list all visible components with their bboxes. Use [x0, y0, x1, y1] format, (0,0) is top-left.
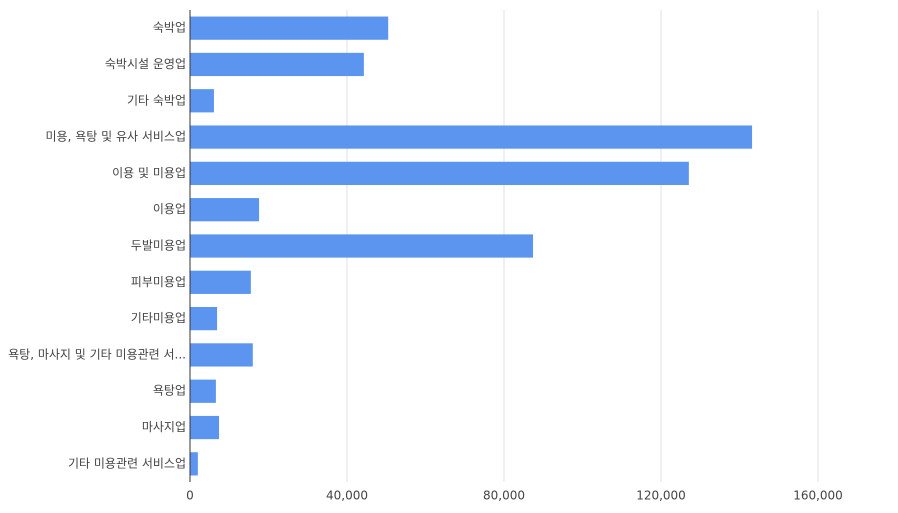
x-tick-label: 160,000	[793, 489, 843, 503]
bar	[190, 415, 220, 440]
bar	[190, 452, 198, 476]
y-tick-label: 이용업	[153, 202, 186, 216]
y-tick-label: 숙박업	[153, 21, 186, 35]
bar	[190, 234, 534, 258]
y-tick-label: 욕탕업	[153, 384, 186, 398]
x-tick-label: 40,000	[326, 489, 368, 503]
bar	[190, 52, 364, 77]
bar	[190, 89, 214, 113]
bar	[190, 270, 251, 294]
x-tick-label: 80,000	[483, 489, 525, 503]
y-tick-label: 이용 및 미용업	[112, 166, 186, 180]
y-tick-label: 마사지업	[142, 420, 186, 434]
bar	[190, 198, 260, 222]
bar	[190, 161, 689, 186]
x-tick-label: 120,000	[636, 489, 686, 503]
y-tick-label: 기타 숙박업	[127, 93, 186, 107]
y-tick-label: 욕탕, 마사지 및 기타 미용관련 서...	[8, 347, 186, 361]
y-tick-label: 기타미용업	[131, 311, 186, 325]
bar	[190, 343, 253, 367]
bar	[190, 306, 218, 331]
y-tick-label: 미용, 욕탕 및 유사 서비스업	[45, 130, 186, 144]
y-tick-label: 숙박시설 운영업	[105, 57, 186, 71]
bar	[190, 16, 389, 40]
y-tick-label: 기타 미용관련 서비스업	[68, 456, 186, 470]
y-tick-label: 피부미용업	[131, 275, 186, 289]
x-tick-label: 0	[186, 489, 194, 503]
bar	[190, 125, 753, 149]
y-tick-label: 두발미용업	[131, 239, 186, 253]
bar	[190, 379, 216, 403]
